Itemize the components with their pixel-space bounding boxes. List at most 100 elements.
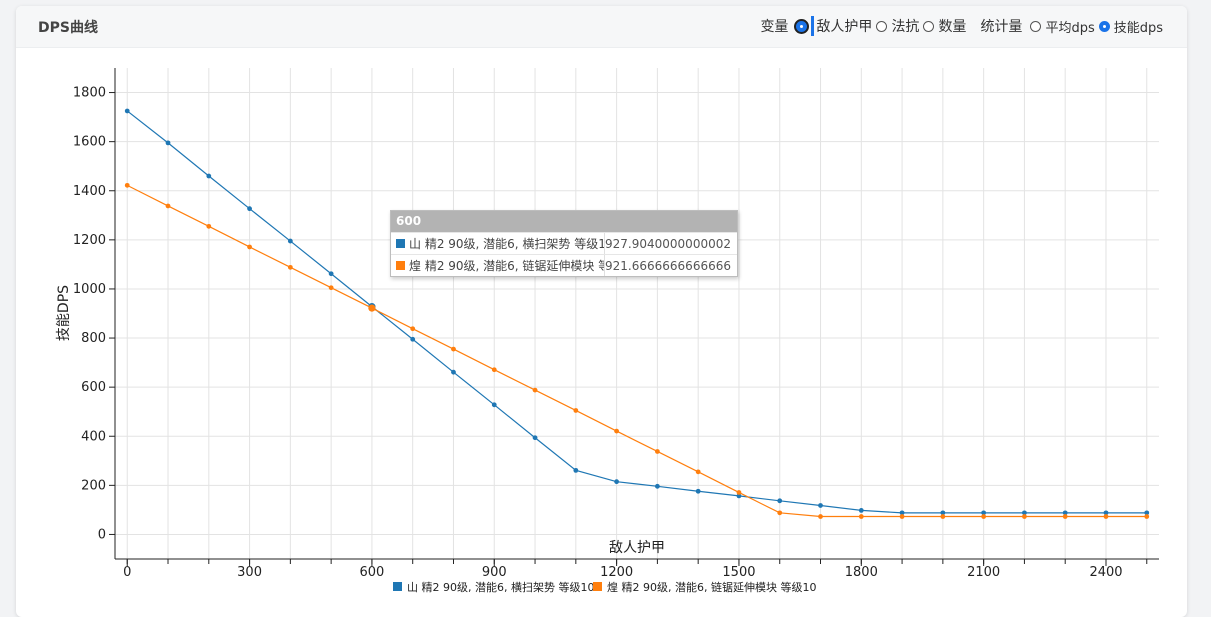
tooltip-row: 山 精2 90级, 潜能6, 横扫架势 等级10 927.90400000000… bbox=[391, 232, 737, 254]
data-point bbox=[1062, 510, 1068, 516]
series-swatch bbox=[396, 261, 405, 270]
data-point bbox=[165, 203, 171, 209]
data-point bbox=[1103, 514, 1109, 519]
radio-unchecked-icon bbox=[923, 20, 935, 32]
data-point bbox=[573, 408, 579, 413]
data-point bbox=[614, 428, 620, 434]
radio-checked-icon bbox=[796, 20, 808, 32]
radio-unchecked-icon bbox=[1030, 20, 1042, 32]
y-tick-label: 800 bbox=[81, 331, 106, 346]
data-point bbox=[328, 285, 334, 291]
data-point bbox=[287, 264, 293, 270]
tooltip-row: 煌 精2 90级, 潜能6, 链锯延伸模块 等级10 921.666666666… bbox=[391, 254, 737, 276]
chart-controls: 变量 敌人护甲 法抗 数量 统计量 平均dps 技能dps bbox=[760, 16, 1167, 36]
y-tick-label: 1800 bbox=[73, 86, 106, 101]
data-point bbox=[206, 223, 212, 229]
radio-stat-skill-dps[interactable]: 技能dps bbox=[1098, 17, 1163, 36]
tooltip-series-name: 山 精2 90级, 潜能6, 横扫架势 等级10 bbox=[409, 237, 606, 251]
x-tick-label: 600 bbox=[360, 565, 385, 580]
data-point bbox=[1022, 514, 1027, 519]
data-point bbox=[940, 510, 946, 516]
tooltip-series-value: 927.9040000000002 bbox=[605, 237, 731, 251]
radio-label: 平均dps bbox=[1045, 20, 1095, 36]
tooltip-series-value: 921.6666666666666 bbox=[605, 259, 731, 273]
radio-variable-resist[interactable]: 法抗 bbox=[876, 16, 919, 36]
data-point bbox=[165, 140, 171, 146]
chart-tooltip: 600 山 精2 90级, 潜能6, 横扫架势 等级10 927.9040000… bbox=[390, 210, 738, 277]
radio-unchecked-icon bbox=[876, 20, 888, 32]
data-point bbox=[818, 514, 823, 519]
data-point bbox=[1062, 514, 1068, 519]
data-point bbox=[858, 514, 864, 519]
data-point bbox=[736, 490, 742, 495]
legend-swatch bbox=[393, 582, 402, 591]
data-point bbox=[981, 510, 987, 516]
data-point bbox=[695, 488, 701, 494]
variable-label: 变量 bbox=[760, 19, 789, 35]
radio-label: 数量 bbox=[938, 19, 967, 35]
radio-variable-armor[interactable]: 敌人护甲 bbox=[796, 16, 872, 36]
data-point bbox=[410, 336, 416, 342]
y-tick-label: 1000 bbox=[73, 282, 106, 297]
data-point bbox=[451, 346, 456, 352]
data-point bbox=[736, 493, 742, 499]
radio-label: 敌人护甲 bbox=[816, 19, 873, 35]
data-point bbox=[1144, 514, 1150, 519]
x-tick-label: 300 bbox=[237, 565, 262, 580]
data-point bbox=[654, 449, 660, 454]
x-tick-label: 2400 bbox=[1089, 565, 1122, 580]
data-point bbox=[899, 514, 905, 519]
data-point bbox=[695, 469, 701, 475]
series-swatch bbox=[396, 239, 405, 248]
data-point bbox=[1103, 510, 1109, 516]
card-header: DPS曲线 变量 敌人护甲 法抗 数量 统计量 平均dps bbox=[16, 6, 1187, 48]
data-point bbox=[614, 479, 620, 485]
data-point bbox=[1144, 510, 1150, 516]
tooltip-title: 600 bbox=[391, 211, 737, 232]
y-tick-label: 400 bbox=[81, 429, 106, 444]
data-point bbox=[247, 206, 252, 212]
x-tick-label: 1800 bbox=[845, 565, 878, 580]
legend-entry: 煌 精2 90级, 潜能6, 链锯延伸模块 等级10 bbox=[607, 580, 816, 594]
series-line-1 bbox=[126, 110, 1147, 514]
data-point bbox=[368, 304, 376, 312]
radio-checked-icon bbox=[1098, 20, 1110, 32]
data-point bbox=[124, 108, 130, 114]
tooltip-series-name: 煌 精2 90级, 潜能6, 链锯延伸模块 等级10 bbox=[409, 259, 604, 273]
y-tick-label: 600 bbox=[81, 380, 106, 395]
data-point bbox=[777, 510, 783, 516]
data-point bbox=[206, 173, 212, 179]
card-title: DPS曲线 bbox=[38, 20, 98, 36]
stat-label: 统计量 bbox=[980, 19, 1023, 35]
x-tick-label: 0 bbox=[123, 565, 131, 580]
y-tick-label: 1600 bbox=[73, 135, 106, 150]
data-point bbox=[532, 387, 538, 393]
data-point bbox=[573, 467, 579, 473]
y-tick-label: 0 bbox=[98, 527, 106, 542]
data-point bbox=[124, 182, 130, 188]
data-point bbox=[858, 507, 864, 513]
y-tick-label: 1400 bbox=[73, 184, 106, 199]
data-point bbox=[818, 503, 823, 508]
data-point bbox=[532, 435, 538, 441]
x-tick-label: 1500 bbox=[722, 565, 755, 580]
data-point bbox=[777, 498, 783, 504]
x-tick-label: 1200 bbox=[600, 565, 633, 580]
y-axis-title: 技能DPS bbox=[56, 285, 72, 341]
y-tick-label: 1200 bbox=[73, 233, 106, 248]
data-point bbox=[287, 238, 293, 244]
dps-chart-card: DPS曲线 变量 敌人护甲 法抗 数量 统计量 平均dps bbox=[16, 6, 1187, 617]
data-point bbox=[491, 402, 497, 408]
x-tick-label: 900 bbox=[482, 565, 507, 580]
x-tick-label: 2100 bbox=[967, 565, 1000, 580]
focus-indicator bbox=[811, 16, 815, 36]
data-point bbox=[899, 510, 905, 516]
data-point bbox=[410, 326, 416, 332]
legend-swatch bbox=[593, 582, 602, 591]
radio-variable-count[interactable]: 数量 bbox=[923, 16, 966, 36]
data-point bbox=[328, 271, 334, 277]
y-tick-label: 200 bbox=[81, 478, 106, 493]
radio-stat-avg-dps[interactable]: 平均dps bbox=[1030, 17, 1095, 36]
x-axis-title: 敌人护甲 bbox=[609, 540, 665, 556]
